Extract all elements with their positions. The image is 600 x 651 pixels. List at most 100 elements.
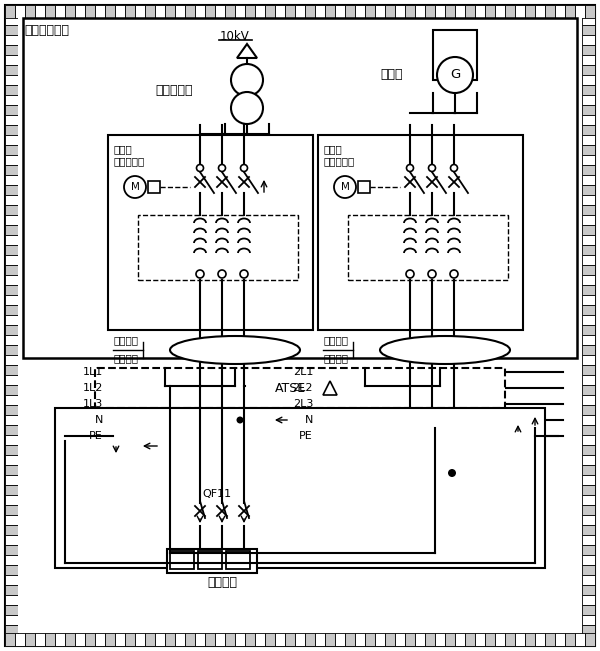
Bar xyxy=(215,633,225,646)
Text: N: N xyxy=(305,415,313,425)
Text: 电流检测: 电流检测 xyxy=(113,353,138,363)
Bar xyxy=(5,115,18,125)
Bar xyxy=(582,365,595,375)
Bar xyxy=(318,135,523,330)
Text: G: G xyxy=(450,68,460,81)
Bar xyxy=(5,25,18,35)
Bar xyxy=(235,633,245,646)
Bar xyxy=(582,125,595,135)
Bar xyxy=(555,633,565,646)
Bar xyxy=(245,5,255,18)
Bar xyxy=(582,575,595,585)
Bar xyxy=(5,645,18,646)
Bar xyxy=(582,295,595,305)
Bar xyxy=(5,555,18,565)
Bar xyxy=(5,455,18,465)
Bar xyxy=(445,633,455,646)
Bar xyxy=(582,455,595,465)
Bar xyxy=(115,633,125,646)
Bar xyxy=(5,175,18,185)
Bar xyxy=(555,5,565,18)
Bar xyxy=(5,295,18,305)
Bar xyxy=(405,5,415,18)
Bar xyxy=(575,5,585,18)
Bar xyxy=(485,5,495,18)
Bar xyxy=(582,515,595,525)
Bar xyxy=(575,633,585,646)
Bar xyxy=(185,633,195,646)
Bar xyxy=(35,633,45,646)
Text: 接地故障: 接地故障 xyxy=(113,335,138,345)
Bar xyxy=(582,355,595,365)
Bar xyxy=(175,5,185,18)
Bar xyxy=(5,15,18,25)
Bar xyxy=(582,565,595,575)
Text: 1L2: 1L2 xyxy=(83,383,103,393)
Circle shape xyxy=(334,176,356,198)
Circle shape xyxy=(428,270,436,278)
Bar xyxy=(23,18,577,358)
Bar xyxy=(225,5,235,18)
Bar xyxy=(5,225,18,235)
Bar xyxy=(145,633,155,646)
Bar xyxy=(5,255,18,265)
Bar xyxy=(582,245,595,255)
Circle shape xyxy=(124,176,146,198)
Bar xyxy=(5,155,18,165)
Bar xyxy=(275,5,285,18)
Bar xyxy=(5,95,18,105)
Text: N: N xyxy=(95,415,103,425)
Bar xyxy=(385,5,395,18)
Bar xyxy=(335,633,345,646)
Text: 进线断路器: 进线断路器 xyxy=(323,156,354,166)
Text: QF11: QF11 xyxy=(202,489,231,499)
Bar xyxy=(582,325,595,335)
Bar xyxy=(5,45,18,55)
Bar xyxy=(5,535,18,545)
Ellipse shape xyxy=(380,336,510,364)
Text: 进线断路器: 进线断路器 xyxy=(113,156,144,166)
Bar xyxy=(582,155,595,165)
Bar xyxy=(582,45,595,55)
Bar xyxy=(5,315,18,325)
Bar xyxy=(5,365,18,375)
Bar xyxy=(5,525,18,535)
Bar xyxy=(5,385,18,395)
Text: 同一座配电所: 同一座配电所 xyxy=(24,23,69,36)
Bar xyxy=(185,5,195,18)
Bar xyxy=(5,145,18,155)
Bar xyxy=(582,635,595,645)
Bar xyxy=(582,435,595,445)
Bar xyxy=(5,335,18,345)
Bar xyxy=(5,445,18,455)
Bar xyxy=(5,325,18,335)
Bar xyxy=(5,495,18,505)
Bar xyxy=(505,633,515,646)
Bar xyxy=(135,5,145,18)
Bar xyxy=(582,305,595,315)
Bar xyxy=(585,5,595,18)
Bar xyxy=(170,551,194,569)
Bar xyxy=(565,5,575,18)
Bar xyxy=(358,181,370,193)
Bar xyxy=(265,5,275,18)
Circle shape xyxy=(448,469,456,477)
Bar xyxy=(115,5,125,18)
Bar xyxy=(582,505,595,515)
Text: 电力变压器: 电力变压器 xyxy=(155,83,193,96)
Circle shape xyxy=(450,270,458,278)
Circle shape xyxy=(240,270,248,278)
Bar xyxy=(355,5,365,18)
Bar xyxy=(465,5,475,18)
Bar xyxy=(105,5,115,18)
Bar xyxy=(5,165,18,175)
Bar xyxy=(582,85,595,95)
Bar xyxy=(505,5,515,18)
Bar xyxy=(155,5,165,18)
Bar xyxy=(5,55,18,65)
Bar xyxy=(5,355,18,365)
Bar xyxy=(348,215,508,280)
Bar xyxy=(55,5,65,18)
Bar xyxy=(525,633,535,646)
Bar xyxy=(226,551,250,569)
